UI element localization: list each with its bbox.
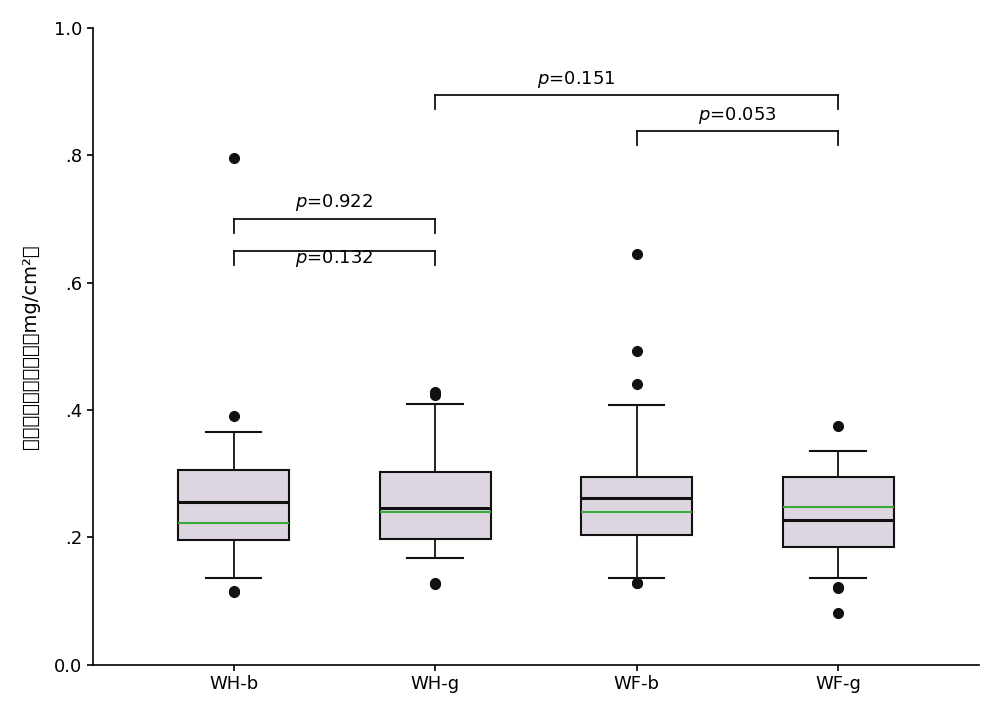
Text: $\it{p}$=0.922: $\it{p}$=0.922 bbox=[295, 191, 373, 213]
Text: $\it{p}$=0.151: $\it{p}$=0.151 bbox=[537, 69, 615, 90]
PathPatch shape bbox=[380, 473, 491, 538]
PathPatch shape bbox=[581, 478, 692, 536]
Y-axis label: 单位手面积手尘净重（mg/cm²）: 单位手面积手尘净重（mg/cm²） bbox=[21, 244, 40, 448]
PathPatch shape bbox=[178, 471, 289, 540]
PathPatch shape bbox=[783, 478, 894, 547]
Text: $\it{p}$=0.132: $\it{p}$=0.132 bbox=[295, 248, 374, 268]
Text: $\it{p}$=0.053: $\it{p}$=0.053 bbox=[698, 105, 777, 126]
